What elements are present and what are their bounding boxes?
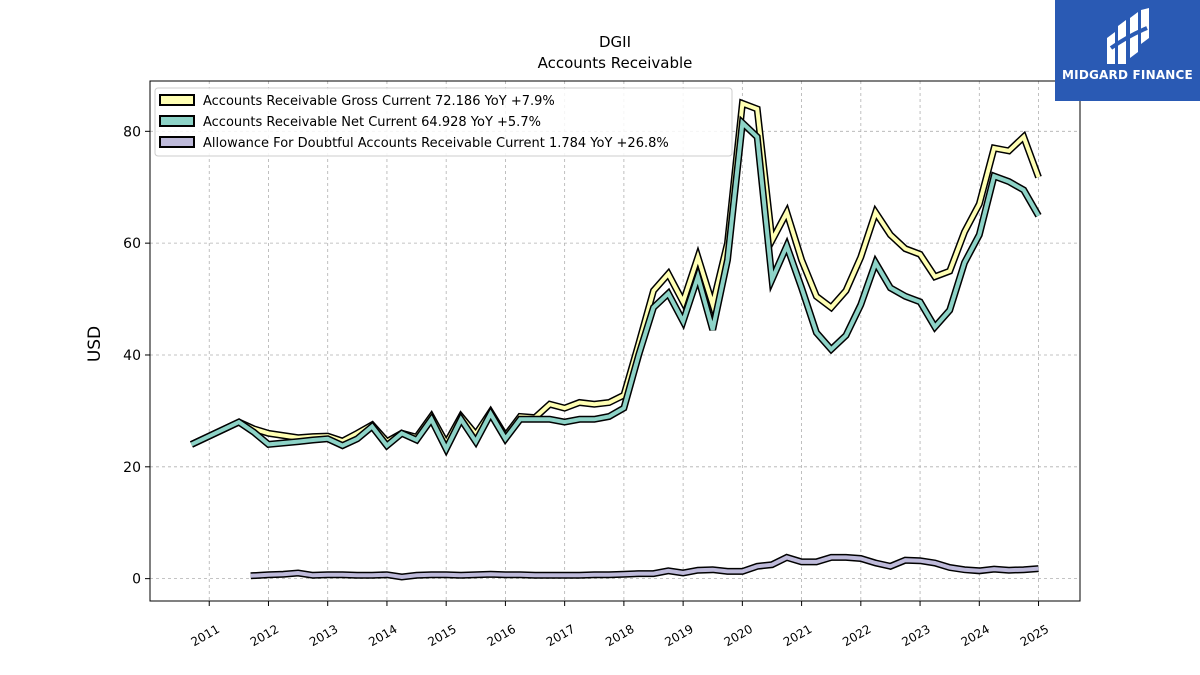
y-axis-label: USD <box>85 326 105 362</box>
x-tick-label: 2020 <box>722 622 755 649</box>
x-tick-label: 2016 <box>485 622 518 649</box>
y-tick-label: 60 <box>123 236 141 252</box>
axis-ticks: 2011 2012 2013 2014 2015 2016 2017 2018 2019 2020… <box>123 124 1051 649</box>
x-tick-label: 2025 <box>1018 622 1051 649</box>
x-tick-label: 2014 <box>366 622 399 649</box>
legend-swatch <box>159 136 195 148</box>
midgard-logo-icon <box>1107 8 1149 64</box>
y-tick-label: 0 <box>132 572 141 588</box>
series-lines <box>190 98 1042 581</box>
legend-box <box>154 87 733 157</box>
x-tick-label: 2019 <box>662 622 695 649</box>
y-tick-label: 40 <box>123 348 141 364</box>
chart-subtitle: Accounts Receivable <box>538 54 693 72</box>
legend-label: Accounts Receivable Net Current 64.928 Y… <box>203 115 541 130</box>
legend-label: Allowance For Doubtful Accounts Receivab… <box>203 136 669 151</box>
x-tick-label: 2015 <box>425 622 458 649</box>
x-tick-label: 2018 <box>603 622 636 649</box>
legend-swatch <box>159 94 195 106</box>
series-line-2 <box>190 118 1041 454</box>
x-tick-label: 2021 <box>781 622 814 649</box>
legend: Accounts Receivable Gross Current 72.186… <box>154 87 733 157</box>
x-tick-label: 2023 <box>899 622 932 649</box>
plot-area <box>149 80 1081 602</box>
grid <box>150 81 1080 601</box>
chart-title: DGII <box>599 33 631 51</box>
brand-logo: MIDGARD FINANCE <box>1055 0 1200 101</box>
x-tick-label: 2022 <box>840 622 873 649</box>
series-line-3 <box>250 555 1039 580</box>
legend-swatch <box>159 115 195 127</box>
brand-logo-text: MIDGARD FINANCE <box>1062 68 1193 82</box>
x-tick-label: 2017 <box>544 622 577 649</box>
x-tick-label: 2011 <box>189 622 222 649</box>
x-tick-label: 2013 <box>307 622 340 649</box>
y-tick-label: 80 <box>123 124 141 140</box>
x-tick-label: 2024 <box>959 622 992 649</box>
legend-label: Accounts Receivable Gross Current 72.186… <box>203 94 555 109</box>
x-tick-label: 2012 <box>248 622 281 649</box>
y-tick-label: 20 <box>123 460 141 476</box>
